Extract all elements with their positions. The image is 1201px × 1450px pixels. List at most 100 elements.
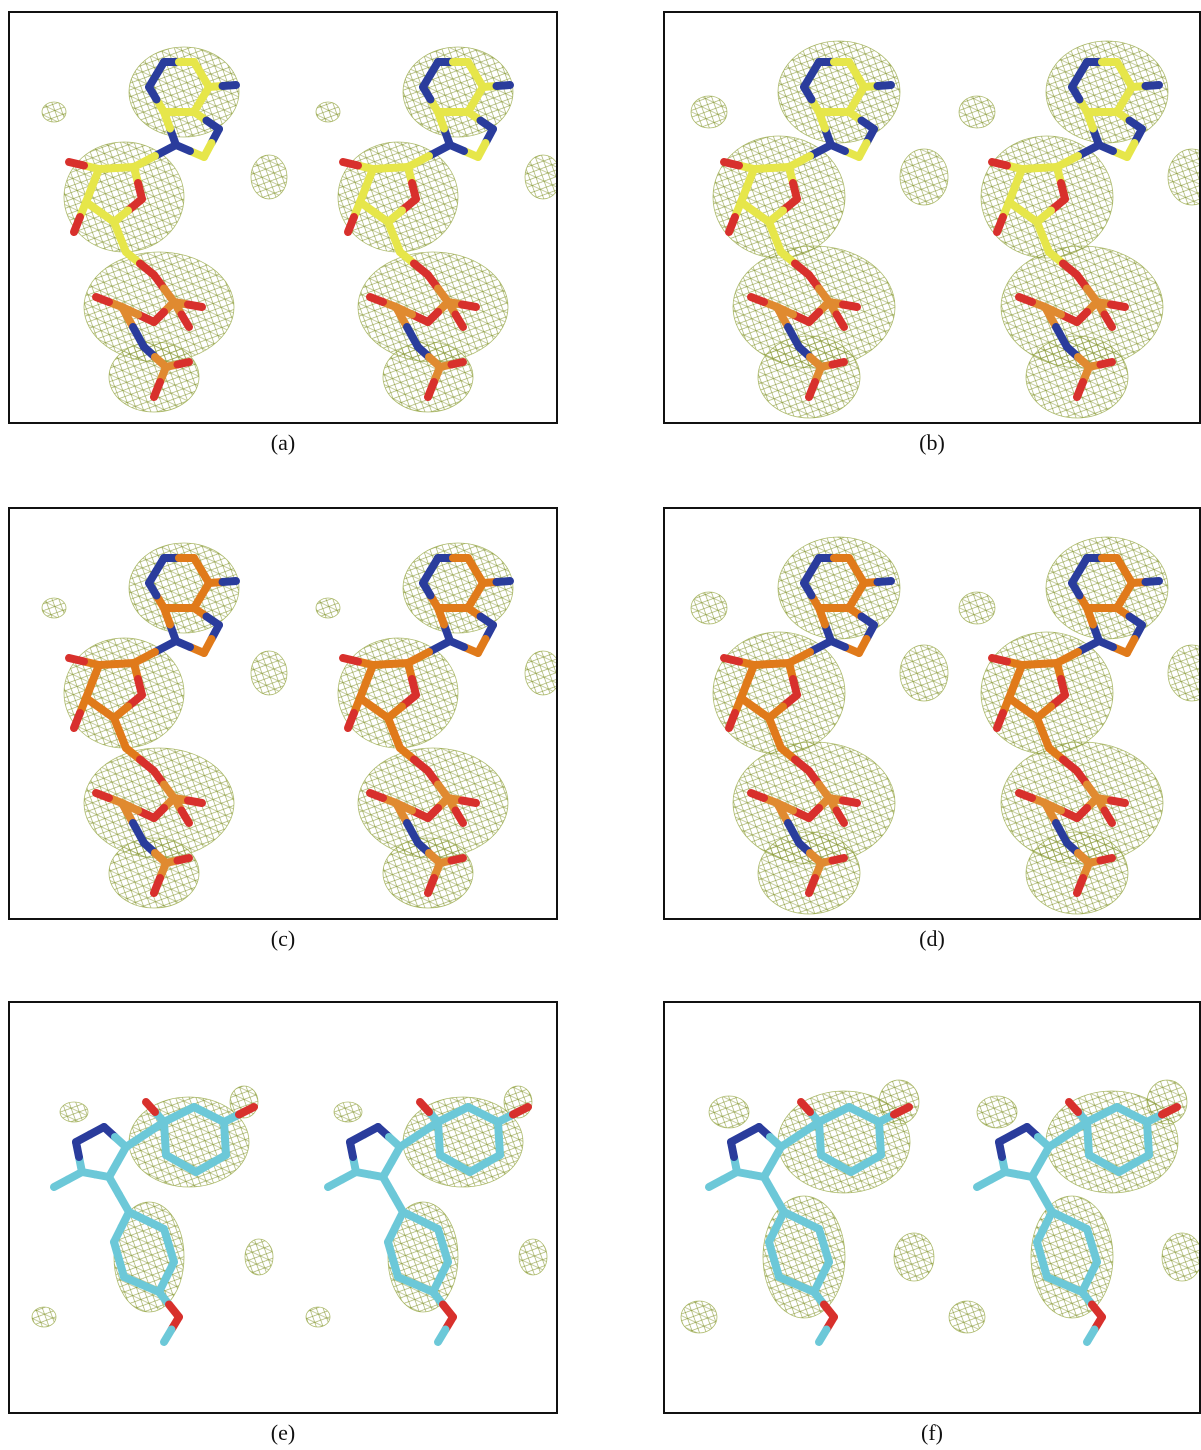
bond: [1141, 577, 1163, 586]
stereo-view: [690, 536, 949, 915]
bond: [1141, 81, 1163, 90]
bond: [993, 709, 1007, 732]
panel: (d): [663, 507, 1201, 951]
density-mesh: [893, 1232, 935, 1282]
bond: [1048, 1208, 1074, 1225]
bond: [434, 604, 448, 629]
density-mesh: [1167, 644, 1200, 702]
bond: [805, 874, 819, 897]
density-mesh: [690, 591, 728, 625]
bond: [152, 554, 168, 575]
panel-content: [31, 1085, 548, 1346]
bond: [1107, 300, 1129, 311]
bond: [177, 806, 193, 827]
bond: [339, 158, 362, 170]
panel-label: (a): [271, 430, 295, 455]
bond: [1083, 604, 1097, 629]
bond: [797, 1098, 814, 1116]
density-mesh: [31, 1306, 57, 1328]
bond: [426, 58, 442, 79]
bond: [65, 654, 88, 666]
density-mesh: [757, 831, 861, 915]
panel-label: (b): [919, 430, 945, 455]
panel-content: [690, 40, 1200, 419]
bond: [1035, 163, 1061, 172]
density-mesh: [382, 837, 474, 909]
bond: [142, 1098, 159, 1116]
density-mesh: [708, 1095, 750, 1129]
density-mesh: [690, 95, 728, 129]
bond: [150, 874, 164, 897]
panel-label: (d): [919, 926, 945, 951]
bond: [352, 1168, 374, 1179]
density-mesh: [244, 1238, 274, 1276]
density-mesh: [337, 637, 459, 749]
bond: [458, 796, 480, 807]
bond: [780, 1208, 806, 1225]
bond: [1100, 310, 1116, 331]
bond: [747, 293, 768, 306]
bond: [65, 158, 88, 170]
bond: [1075, 554, 1091, 575]
panel: (e): [8, 1001, 558, 1445]
density-mesh: [899, 644, 949, 702]
bond: [807, 58, 823, 79]
density-mesh: [305, 1306, 331, 1328]
bond: [1035, 659, 1061, 668]
bond: [424, 378, 438, 401]
panel: (b): [663, 11, 1201, 455]
bond: [339, 654, 362, 666]
bond: [160, 604, 174, 629]
panel: (c): [8, 507, 558, 951]
bond: [173, 854, 193, 865]
bond: [160, 1325, 176, 1346]
density-mesh: [757, 335, 861, 419]
bond: [828, 854, 848, 865]
bond: [993, 213, 1007, 236]
density-mesh: [524, 154, 557, 200]
bond: [218, 577, 240, 586]
density-mesh: [315, 597, 341, 619]
density-mesh: [1161, 1232, 1200, 1282]
density-mesh: [382, 341, 474, 413]
bond: [344, 213, 358, 236]
density-mesh: [680, 1300, 718, 1334]
bond: [1083, 1325, 1099, 1346]
bond: [177, 310, 193, 331]
bond: [1158, 1103, 1181, 1119]
bond: [1073, 874, 1087, 897]
panel-label: (e): [271, 1420, 295, 1445]
bond: [720, 654, 743, 666]
bond: [890, 1103, 913, 1119]
bond: [434, 1325, 450, 1346]
stereo-view: [680, 1079, 935, 1346]
bond: [1015, 789, 1036, 802]
bond: [152, 58, 168, 79]
density-mesh: [762, 1195, 846, 1319]
panel-frame: [663, 507, 1201, 920]
bond: [832, 310, 848, 331]
density-mesh: [63, 141, 185, 253]
density-mesh: [250, 650, 288, 696]
bond: [184, 796, 206, 807]
density-mesh: [1025, 831, 1129, 915]
bond: [386, 163, 412, 172]
density-mesh: [250, 154, 288, 200]
bond: [426, 554, 442, 575]
stereo-view: [315, 46, 557, 413]
bond: [1075, 58, 1091, 79]
panel-content: [41, 542, 557, 909]
density-mesh: [1030, 1195, 1114, 1319]
bond: [1083, 108, 1097, 133]
bond: [173, 358, 193, 369]
stereo-view: [315, 542, 557, 909]
bond: [839, 796, 861, 807]
density-mesh: [1025, 335, 1129, 419]
bond: [424, 874, 438, 897]
bond: [78, 1168, 100, 1179]
bond: [988, 654, 1011, 666]
bond: [725, 709, 739, 732]
bond: [447, 358, 467, 369]
density-mesh: [59, 1101, 89, 1123]
bond: [434, 108, 448, 133]
